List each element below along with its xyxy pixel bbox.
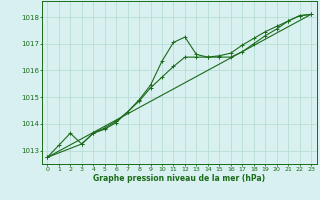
X-axis label: Graphe pression niveau de la mer (hPa): Graphe pression niveau de la mer (hPa) — [93, 174, 265, 183]
